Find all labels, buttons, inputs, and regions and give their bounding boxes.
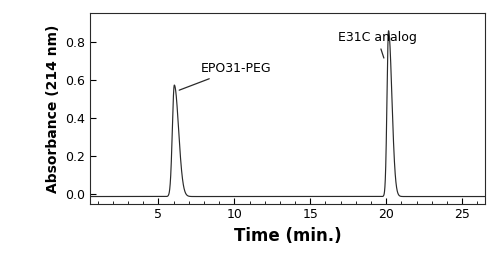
Y-axis label: Absorbance (214 nm): Absorbance (214 nm): [46, 24, 60, 193]
Text: EPO31-PEG: EPO31-PEG: [179, 62, 272, 90]
Text: E31C analog: E31C analog: [338, 31, 416, 58]
X-axis label: Time (min.): Time (min.): [234, 227, 342, 245]
